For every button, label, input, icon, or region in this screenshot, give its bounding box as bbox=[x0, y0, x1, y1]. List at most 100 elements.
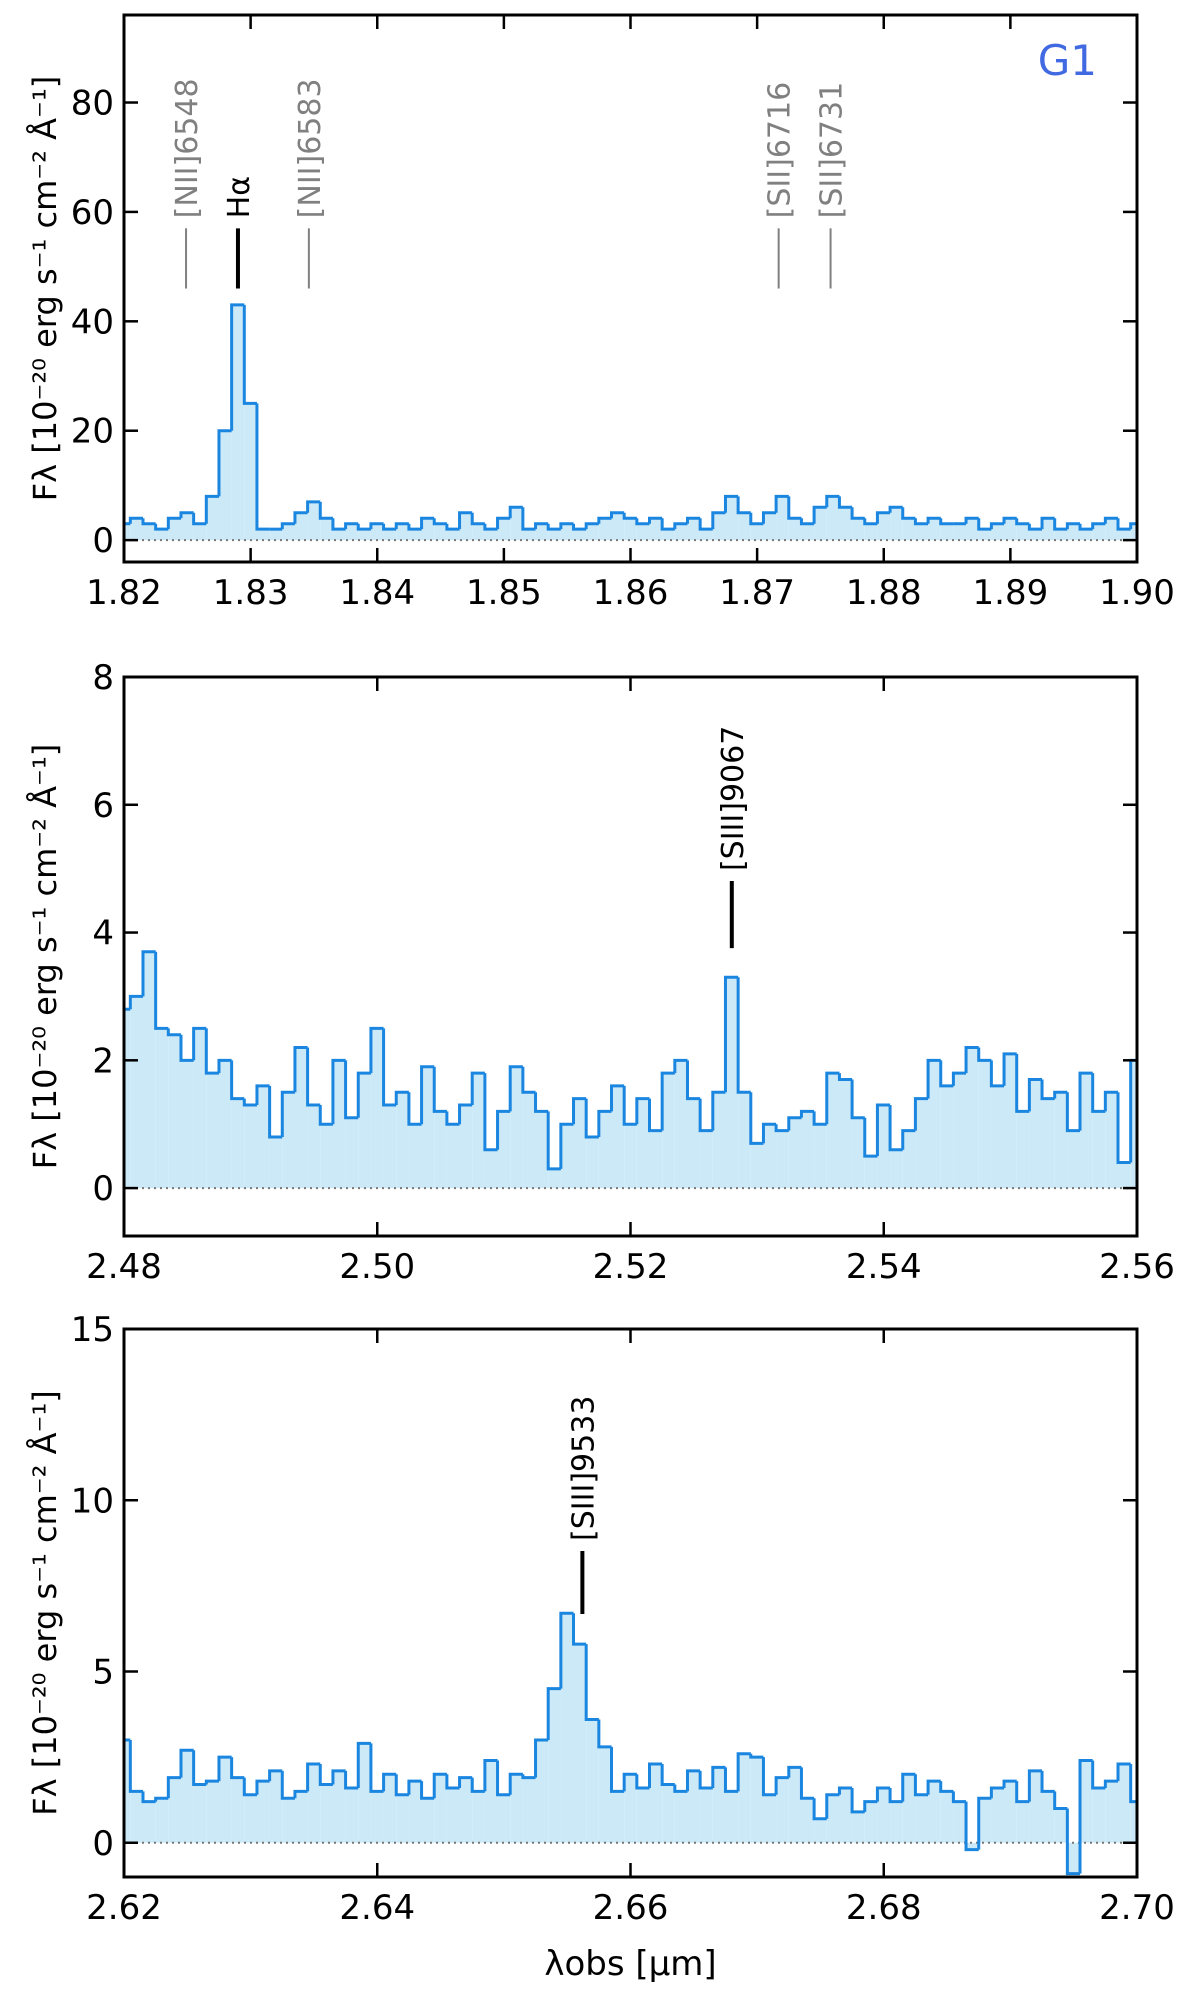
flux-fill bbox=[649, 1130, 663, 1189]
flux-step bbox=[901, 1129, 916, 1150]
flux-fill bbox=[826, 1794, 840, 1843]
flux-fill bbox=[966, 1047, 979, 1189]
flux-fill bbox=[788, 1767, 802, 1843]
flux-fill bbox=[624, 518, 637, 541]
flux-fill bbox=[1092, 1111, 1106, 1189]
flux-fill bbox=[750, 523, 764, 541]
flux-step bbox=[1027, 1769, 1043, 1802]
flux-step bbox=[572, 523, 587, 531]
flux-fill bbox=[801, 1111, 815, 1189]
flux-fill bbox=[662, 1784, 675, 1843]
y-axis-label: Fλ [10⁻²⁰ erg s⁻¹ cm⁻² Å⁻¹] bbox=[26, 1390, 64, 1816]
flux-fill bbox=[459, 1777, 473, 1843]
flux-fill bbox=[1067, 1130, 1081, 1189]
flux-fill bbox=[307, 1763, 321, 1843]
y-tick-label: 2 bbox=[92, 1041, 114, 1081]
flux-step bbox=[369, 522, 384, 530]
flux-fill bbox=[1092, 523, 1106, 541]
flux-fill bbox=[991, 523, 1005, 541]
flux-fill bbox=[218, 1060, 232, 1189]
flux-fill bbox=[586, 523, 599, 541]
flux-fill bbox=[484, 1760, 498, 1843]
flux-fill bbox=[801, 1798, 815, 1843]
flux-fill bbox=[890, 1801, 903, 1843]
flux-fill bbox=[269, 1136, 283, 1189]
x-tick-label: 1.82 bbox=[86, 573, 162, 613]
flux-step bbox=[888, 1105, 903, 1152]
flux-step bbox=[939, 1060, 954, 1088]
flux-step bbox=[293, 511, 308, 524]
flux-fill bbox=[991, 1787, 1005, 1843]
flux-fill bbox=[852, 518, 865, 541]
flux-fill bbox=[244, 1794, 257, 1843]
y-tick-label: 60 bbox=[71, 193, 114, 233]
flux-fill bbox=[877, 1105, 891, 1189]
flux-step bbox=[863, 518, 878, 526]
flux-fill bbox=[124, 1740, 131, 1843]
flux-fill bbox=[231, 1098, 245, 1189]
flux-fill bbox=[928, 1060, 941, 1189]
flux-fill bbox=[472, 1791, 485, 1843]
flux-fill bbox=[852, 1811, 865, 1843]
flux-fill bbox=[522, 1777, 536, 1843]
flux-step bbox=[559, 1122, 574, 1169]
flux-step bbox=[1002, 516, 1017, 524]
flux-fill bbox=[978, 1798, 992, 1843]
flux-step bbox=[546, 523, 561, 531]
flux-fill bbox=[370, 523, 384, 541]
flux-step bbox=[445, 523, 460, 531]
flux-step bbox=[584, 1644, 599, 1721]
flux-fill bbox=[548, 529, 561, 541]
flux-step bbox=[597, 1719, 612, 1749]
flux-step bbox=[723, 494, 739, 513]
flux-step bbox=[850, 1787, 865, 1814]
flux-fill bbox=[421, 1066, 435, 1189]
flux-step bbox=[723, 975, 739, 1093]
flux-step bbox=[673, 1784, 688, 1793]
flux-fill bbox=[1105, 1092, 1119, 1189]
flux-fill bbox=[712, 1767, 726, 1843]
flux-step bbox=[812, 1111, 827, 1126]
flux-fill bbox=[624, 1774, 637, 1843]
flux-step bbox=[508, 1065, 523, 1112]
flux-step bbox=[698, 518, 713, 531]
flux-fill bbox=[1016, 523, 1030, 541]
flux-step bbox=[407, 523, 422, 531]
flux-step bbox=[1027, 523, 1043, 531]
flux-fill bbox=[421, 1798, 435, 1843]
flux-step bbox=[799, 1109, 815, 1118]
flux-step bbox=[926, 1779, 941, 1795]
flux-step bbox=[331, 1769, 346, 1785]
flux-step bbox=[521, 1774, 536, 1780]
flux-fill bbox=[484, 1149, 498, 1189]
plot-area bbox=[124, 303, 1137, 542]
flux-step bbox=[572, 1613, 587, 1646]
x-tick-label: 2.50 bbox=[339, 1247, 415, 1287]
flux-fill bbox=[484, 529, 498, 541]
flux-step bbox=[622, 512, 637, 520]
flux-step bbox=[496, 516, 511, 530]
flux-fill bbox=[1029, 529, 1043, 541]
flux-fill bbox=[814, 1124, 827, 1189]
flux-step bbox=[1129, 1763, 1137, 1804]
flux-step bbox=[306, 1047, 321, 1107]
flux-step bbox=[1065, 522, 1081, 530]
x-tick-label: 1.86 bbox=[593, 573, 669, 613]
flux-fill bbox=[902, 518, 916, 541]
flux-step bbox=[166, 1028, 181, 1037]
flux-fill bbox=[598, 518, 612, 541]
flux-fill bbox=[725, 496, 739, 541]
flux-step bbox=[242, 1777, 257, 1797]
flux-step bbox=[242, 304, 257, 405]
flux-step bbox=[951, 1071, 967, 1086]
flux-fill bbox=[611, 1085, 625, 1189]
x-tick-label: 2.64 bbox=[339, 1888, 415, 1928]
flux-step bbox=[546, 1111, 561, 1171]
flux-fill bbox=[535, 1740, 549, 1843]
flux-fill bbox=[662, 529, 675, 541]
flux-fill bbox=[446, 1124, 460, 1189]
flux-fill bbox=[168, 1777, 181, 1843]
flux-step bbox=[141, 1791, 156, 1804]
flux-fill bbox=[940, 1085, 954, 1189]
flux-fill bbox=[636, 523, 650, 541]
